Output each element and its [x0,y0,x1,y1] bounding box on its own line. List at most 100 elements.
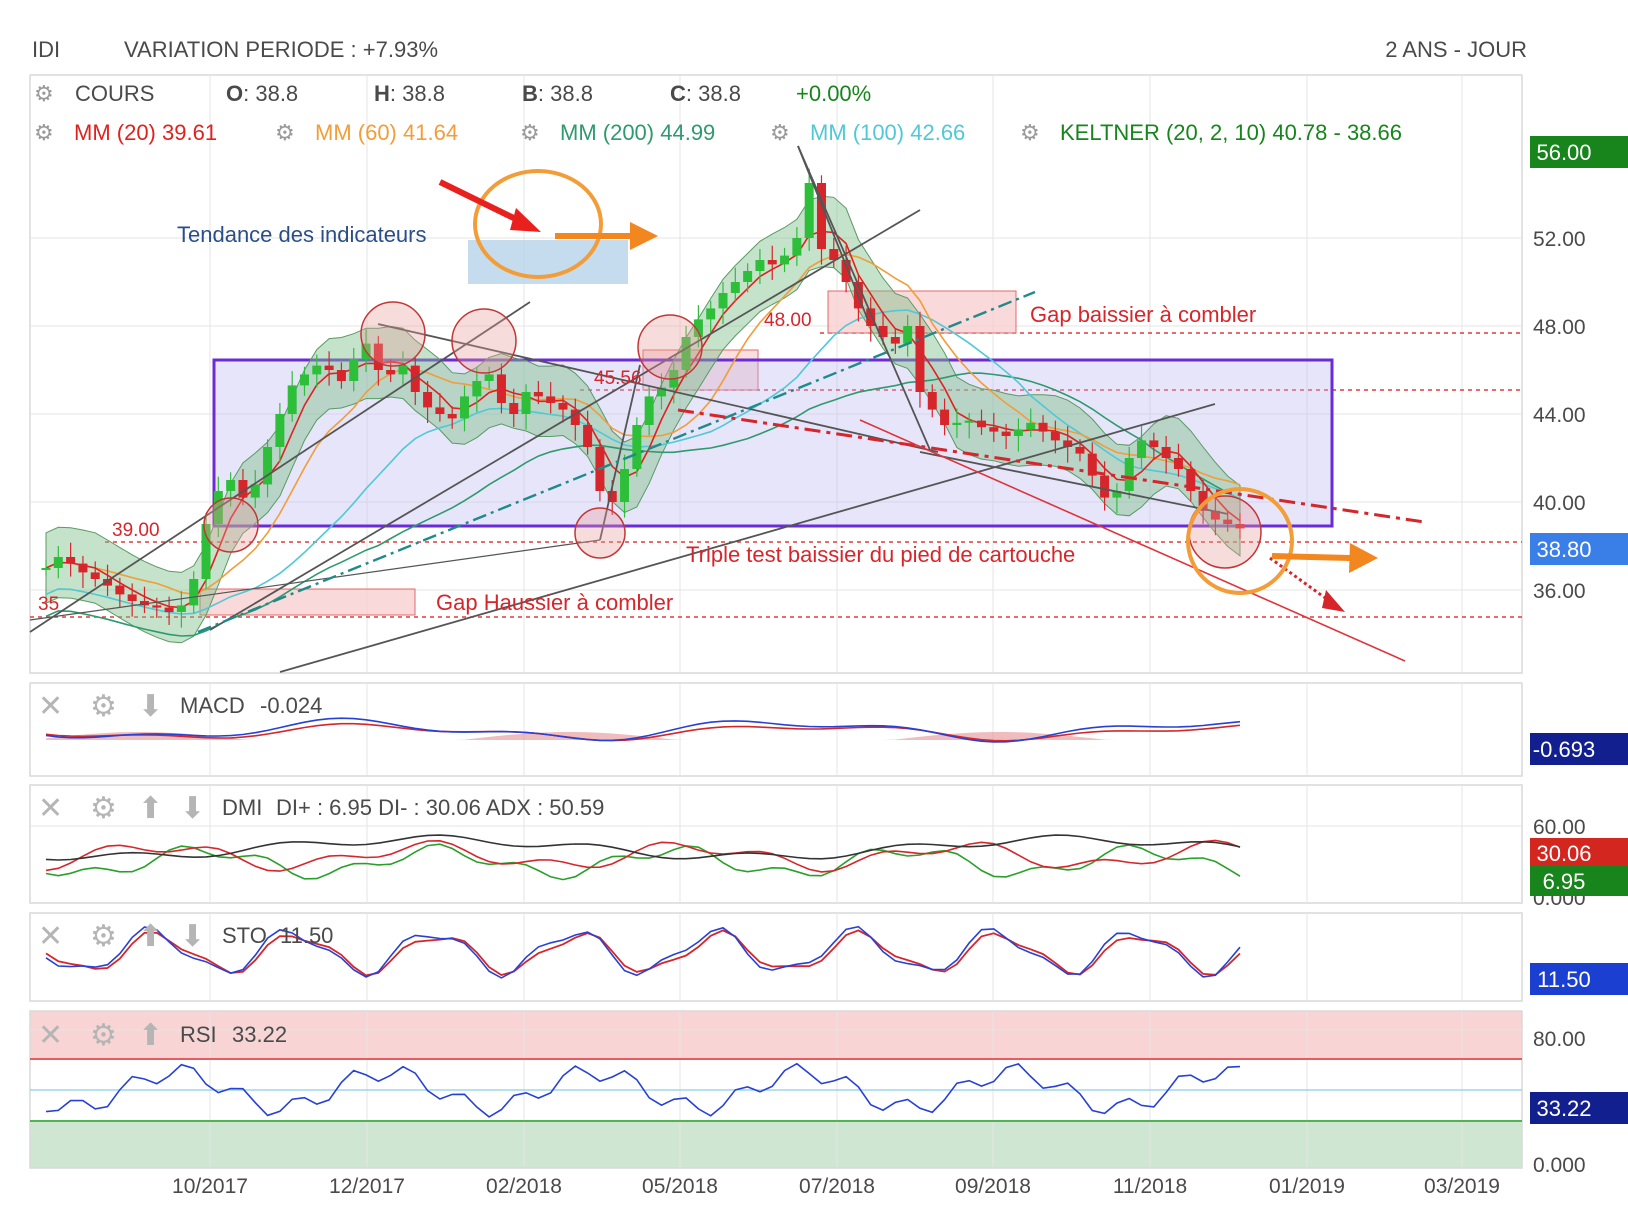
move-up-icon[interactable]: ⬆ [138,1019,163,1052]
gear-icon[interactable]: ⚙ [34,81,54,106]
di-minus-line [45,839,1241,873]
close-icon[interactable]: ✕ [38,690,63,723]
gear-icon[interactable]: ⚙ [275,120,295,145]
candle-body [1063,440,1073,447]
rsi-panel: ✕ ⚙ ⬆ RSI 33.22 80.00 0.000 33.22 [29,1010,1628,1177]
candle-body [275,414,285,447]
move-down-icon[interactable]: ⬇ [138,690,163,723]
candle-body [730,282,740,293]
rsi-tick-top: 80.00 [1533,1028,1586,1051]
resistance-dashdot [677,408,1425,524]
gear-icon[interactable]: ⚙ [520,120,540,145]
candle-body [743,271,753,282]
gear-icon[interactable]: ⚙ [90,920,117,953]
candle-body [1038,422,1048,432]
candle-body [620,469,630,502]
trendline-4 [377,323,939,453]
x-tick-label: 03/2019 [1424,1175,1500,1198]
candle-body [1149,440,1159,447]
time-axis: 10/2017 12/2017 02/2018 05/2018 07/2018 09/20… [172,1175,1500,1198]
annotation-triple-test: Triple test baissier du pied de cartouch… [686,542,1075,567]
annotation-gap-haussier: Gap Haussier à combler [436,590,673,615]
candle-body [816,183,826,249]
macd-histogram [46,732,1240,740]
close-icon[interactable]: ✕ [38,920,63,953]
x-tick-label: 11/2018 [1113,1175,1187,1198]
candle-body [927,392,937,410]
dmi-panel-border [29,784,1523,904]
candle-body [607,491,617,502]
candle-body [903,326,913,344]
candle-body [1124,458,1134,491]
last-price-badge: 38.80 [1536,537,1591,562]
cours-label: COURS [75,81,154,106]
candle-body [1223,519,1233,524]
candle-body [1137,440,1147,458]
x-tick-label: 02/2018 [486,1175,562,1198]
rsi-label: RSI [180,1022,217,1047]
candlesticks [41,168,1245,628]
candle-body [484,374,494,381]
sto-badge-bg [1530,963,1628,995]
candle-body [386,370,396,375]
open-value: : 38.8 [243,81,298,106]
sto-value: 11.50 [280,923,333,948]
indicator-label: KELTNER (20, 2, 10) 40.78 - 38.66 [1060,120,1402,145]
move-down-icon[interactable]: ⬇ [180,792,205,825]
circle-2 [360,301,426,367]
orange-arrow-right-head [1349,543,1378,573]
candle-body [780,255,790,265]
candle-body [263,447,273,485]
candle-body [398,365,408,375]
candle-body [1173,458,1183,469]
candle-body [989,427,999,432]
candle-body [299,374,309,386]
candle-body [866,308,876,326]
candle-body [533,392,543,397]
ohlc-high: H: 38.8 [374,81,445,106]
label-48: 48.00 [764,310,812,331]
candle-body [423,392,433,408]
move-down-icon[interactable]: ⬇ [180,920,205,953]
adx-line [45,834,1241,861]
label-4556: 45.56 [594,368,642,389]
candle-body [1075,447,1085,454]
move-up-icon[interactable]: ⬆ [138,920,163,953]
candle-body [41,568,51,570]
x-tick-label: 07/2018 [799,1175,875,1198]
circle-5 [637,314,703,380]
move-up-icon[interactable]: ⬆ [138,792,163,825]
period-range[interactable]: 2 ANS - JOUR [1385,37,1527,62]
candle-body [792,238,802,256]
macd-line [45,717,1241,743]
candle-body [1235,524,1245,529]
close-icon[interactable]: ✕ [38,792,63,825]
gear-icon[interactable]: ⚙ [770,120,790,145]
candle-body [66,557,76,564]
candle-body [1198,491,1208,511]
gear-icon[interactable]: ⚙ [90,792,117,825]
close-icon[interactable]: ✕ [38,1019,63,1052]
gear-icon[interactable]: ⚙ [90,690,117,723]
y-tick-label: 36.00 [1533,580,1586,603]
candle-body [250,484,260,498]
candle-body [139,601,149,606]
label-39: 39.00 [112,520,160,541]
indicator-legend: ⚙ MM (20) 39.61 ⚙ MM (60) 41.64 ⚙ MM (200) 44… [34,120,1402,145]
candle-body [546,396,556,403]
orange-arrow-right-shaft [1271,553,1351,561]
trendline-base [29,539,601,621]
macd-panel-border [29,682,1523,777]
low-key: B [522,81,538,106]
candle-body [373,343,383,370]
gear-icon[interactable]: ⚙ [90,1019,117,1052]
macd-value: -0.024 [260,693,322,718]
indicator-label: MM (60) 41.64 [315,120,458,145]
y-tick-label: 48.00 [1533,316,1586,339]
sto-panel-border [29,912,1523,1002]
candle-body [890,337,900,344]
close-value: : 38.8 [686,81,741,106]
gear-icon[interactable]: ⚙ [34,120,54,145]
gear-icon[interactable]: ⚙ [1020,120,1040,145]
